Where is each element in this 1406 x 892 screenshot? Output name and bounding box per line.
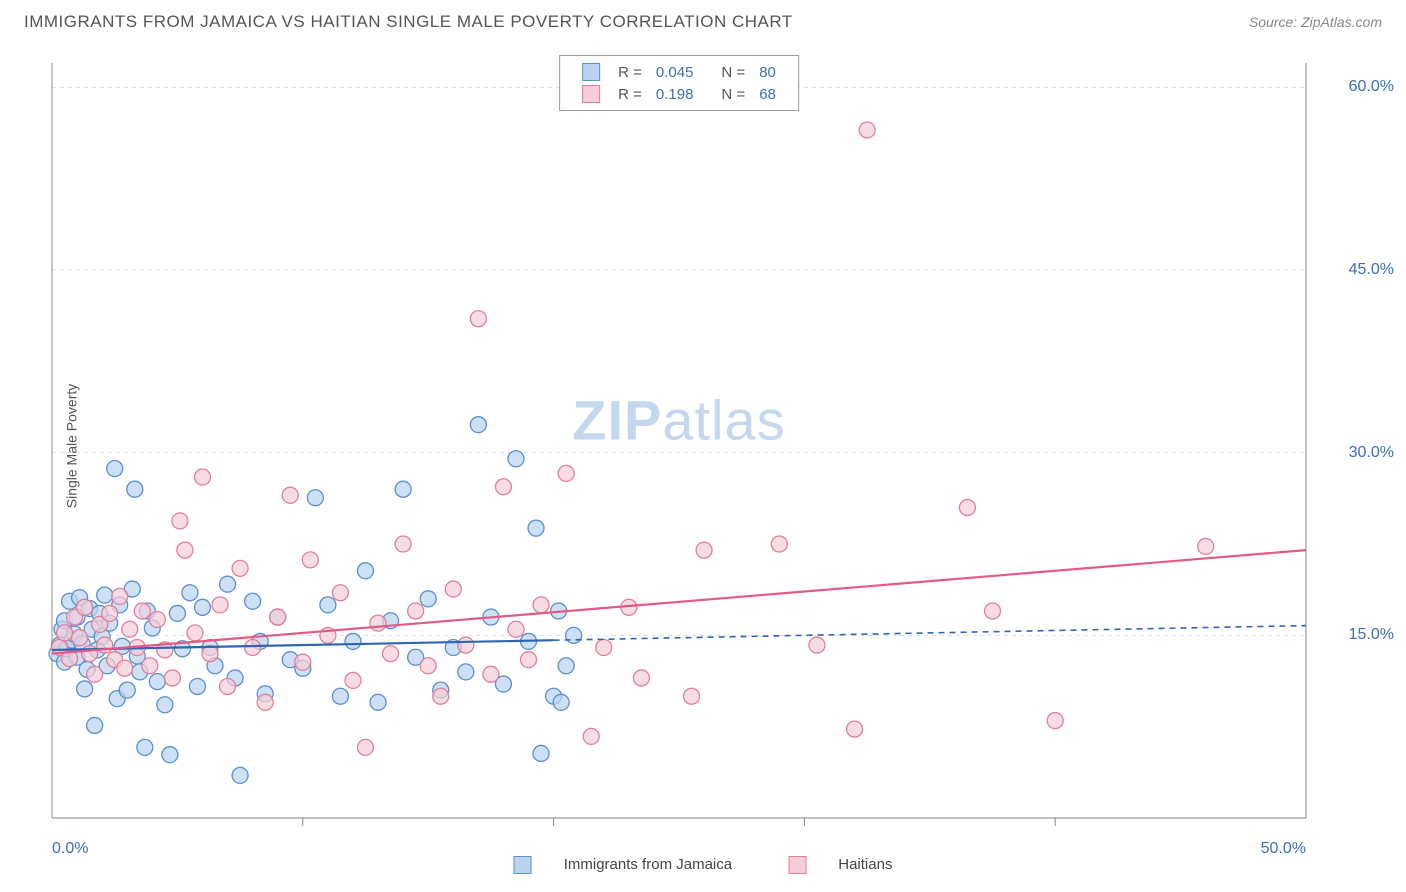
legend-r-value: 0.045 bbox=[650, 62, 700, 82]
legend-r-label: R = bbox=[612, 62, 648, 82]
legend-swatch bbox=[582, 85, 600, 103]
legend-swatch bbox=[788, 856, 806, 874]
page-title: IMMIGRANTS FROM JAMAICA VS HAITIAN SINGL… bbox=[24, 12, 793, 32]
scatter-chart bbox=[46, 55, 1312, 832]
legend-swatch bbox=[582, 63, 600, 81]
correlation-legend: R = 0.045 N = 80 R = 0.198 N = 68 bbox=[559, 55, 799, 111]
legend-series-name: Immigrants from Jamaica bbox=[564, 856, 732, 873]
y-tick-label: 30.0% bbox=[1349, 444, 1394, 462]
legend-r-label: R = bbox=[612, 84, 648, 104]
y-tick-label: 45.0% bbox=[1349, 261, 1394, 279]
legend-series-name: Haitians bbox=[838, 856, 892, 873]
x-tick-label: 50.0% bbox=[1261, 840, 1306, 858]
y-tick-label: 60.0% bbox=[1349, 78, 1394, 96]
x-tick-label: 0.0% bbox=[52, 840, 88, 858]
y-tick-label: 15.0% bbox=[1349, 626, 1394, 644]
legend-n-label: N = bbox=[715, 62, 751, 82]
legend-swatch bbox=[514, 856, 532, 874]
legend-n-label: N = bbox=[715, 84, 751, 104]
source-attribution: Source: ZipAtlas.com bbox=[1249, 14, 1382, 30]
legend-n-value: 80 bbox=[753, 62, 782, 82]
legend-r-value: 0.198 bbox=[650, 84, 700, 104]
series-legend: Immigrants from Jamaica Haitians bbox=[486, 856, 921, 874]
legend-n-value: 68 bbox=[753, 84, 782, 104]
chart-area: ZIPatlas R = 0.045 N = 80 R = 0.198 N = … bbox=[46, 55, 1312, 832]
